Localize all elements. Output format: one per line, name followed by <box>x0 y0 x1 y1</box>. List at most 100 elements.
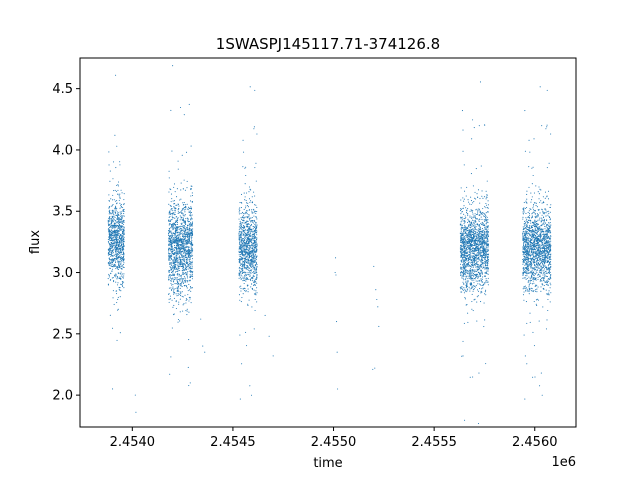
data-point <box>175 307 177 310</box>
data-point <box>464 278 466 280</box>
data-point <box>248 227 250 230</box>
data-point <box>180 189 182 191</box>
data-point <box>122 221 124 223</box>
data-point <box>112 245 114 247</box>
data-point <box>474 226 476 228</box>
data-point <box>252 231 254 233</box>
data-point <box>466 247 468 249</box>
data-point <box>180 283 182 285</box>
data-point <box>111 224 113 226</box>
data-point <box>470 209 472 211</box>
data-point <box>118 231 120 233</box>
data-point <box>473 215 475 217</box>
data-point <box>174 265 176 267</box>
data-point <box>181 263 184 265</box>
data-point <box>186 250 188 252</box>
data-point <box>251 211 253 213</box>
data-point <box>487 256 489 258</box>
data-point <box>178 251 181 253</box>
data-point <box>474 219 477 221</box>
data-point <box>117 222 119 224</box>
data-point <box>112 239 114 241</box>
data-point <box>118 214 120 216</box>
data-point <box>185 298 187 300</box>
data-point <box>485 198 487 200</box>
data-point <box>460 272 462 274</box>
data-point <box>189 214 191 216</box>
data-point <box>177 283 179 285</box>
data-point <box>181 229 183 231</box>
data-point <box>252 261 254 263</box>
data-point <box>190 219 192 221</box>
data-point <box>246 229 248 231</box>
data-point <box>460 218 462 220</box>
data-point <box>190 255 192 257</box>
data-point <box>173 200 176 202</box>
data-point <box>173 252 175 254</box>
data-point <box>244 167 246 169</box>
data-point <box>526 230 528 233</box>
data-point <box>470 270 472 272</box>
data-point <box>480 222 482 225</box>
data-point <box>461 266 463 268</box>
data-point <box>184 285 186 287</box>
data-point <box>183 114 185 116</box>
data-point <box>467 278 469 280</box>
data-point <box>118 255 120 258</box>
data-point <box>173 262 175 264</box>
data-point <box>483 240 485 242</box>
data-point <box>183 256 185 258</box>
data-point <box>243 282 245 285</box>
data-point <box>116 284 119 286</box>
data-point <box>115 265 117 267</box>
data-point <box>472 221 474 223</box>
data-point <box>461 211 463 213</box>
data-point <box>248 251 250 253</box>
data-point <box>168 237 170 239</box>
data-point <box>244 217 246 219</box>
data-point <box>182 279 184 281</box>
data-point <box>108 264 110 266</box>
data-point <box>247 291 249 293</box>
data-point <box>117 234 119 236</box>
data-point <box>189 287 192 289</box>
data-point <box>472 376 474 378</box>
data-point <box>183 267 185 269</box>
data-point <box>244 207 247 209</box>
data-point <box>239 261 241 263</box>
data-point <box>480 255 482 257</box>
data-point <box>118 232 120 235</box>
data-point <box>188 280 190 282</box>
data-point <box>239 210 241 212</box>
data-point <box>176 258 178 260</box>
data-point <box>188 241 190 243</box>
data-point <box>187 239 189 241</box>
data-point <box>119 229 121 231</box>
data-point <box>171 217 174 219</box>
data-point <box>249 250 251 253</box>
data-point <box>244 245 246 247</box>
data-point <box>246 261 248 264</box>
data-point <box>465 252 467 254</box>
data-point <box>181 234 183 236</box>
data-point <box>173 249 176 251</box>
data-point <box>116 211 118 213</box>
data-point <box>108 276 110 278</box>
data-point <box>176 277 178 279</box>
data-point <box>179 236 181 238</box>
data-point <box>251 202 253 204</box>
data-point <box>464 230 466 232</box>
data-point <box>470 258 472 260</box>
data-point <box>478 279 480 281</box>
data-point <box>484 268 486 270</box>
data-point <box>180 292 182 294</box>
data-point <box>179 287 181 289</box>
data-point <box>479 248 481 250</box>
data-point <box>113 231 115 233</box>
data-point <box>188 289 191 291</box>
data-point <box>465 211 468 213</box>
data-point <box>120 204 122 206</box>
data-point <box>190 248 192 250</box>
data-point <box>484 226 486 228</box>
data-point <box>118 215 120 217</box>
